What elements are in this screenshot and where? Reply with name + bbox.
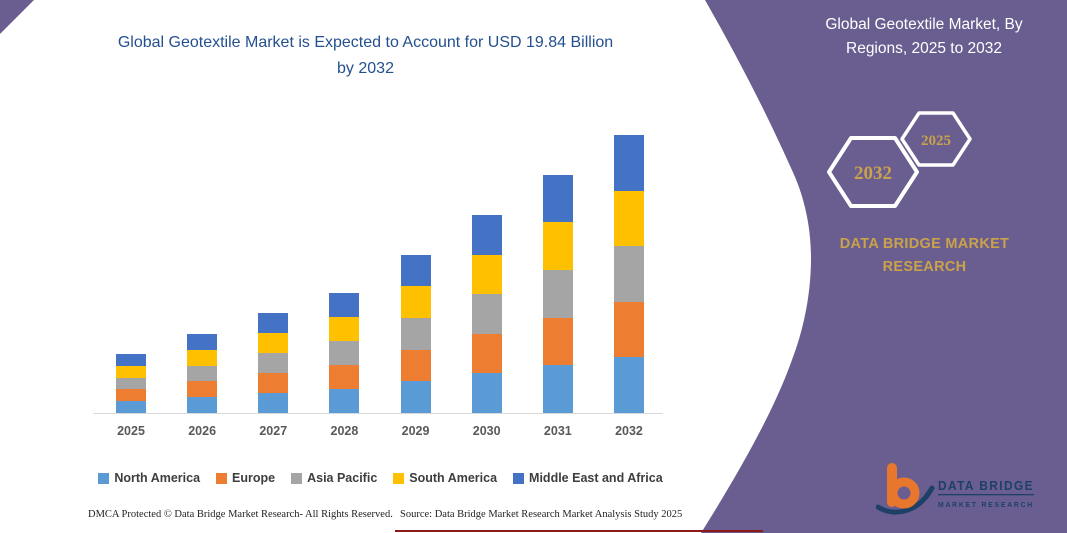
- bar-segment-middle-east-and-africa-2030: [471, 215, 502, 255]
- legend-item-asia-pacific: Asia Pacific: [291, 471, 377, 485]
- hexagon-2025-outline: [900, 111, 972, 167]
- bar-segment-middle-east-and-africa-2032: [613, 134, 644, 191]
- chart-title: Global Geotextile Market is Expected to …: [117, 34, 614, 77]
- bar-segment-europe-2028: [329, 365, 360, 390]
- brand-line-1: DATA BRIDGE MARKET: [839, 236, 1010, 252]
- x-tick-2025: 2025: [117, 424, 145, 438]
- legend-item-europe: Europe: [216, 471, 275, 485]
- bar-segment-north-america-2025: [116, 401, 146, 413]
- legend-label: South America: [409, 471, 498, 485]
- legend-swatch: [291, 472, 303, 484]
- purple-shape: [701, 0, 1067, 533]
- logo-b-bowl: [888, 477, 920, 509]
- bar-segment-north-america-2032: [613, 357, 644, 413]
- bar-segment-asia-pacific-2026: [187, 365, 218, 382]
- x-tick-2028: 2028: [330, 424, 359, 438]
- bar-segment-south-america-2025: [116, 365, 146, 378]
- bar-segment-middle-east-and-africa-2025: [116, 354, 146, 366]
- chart-legend: North America Europe Asia Pacific South Ame…: [63, 471, 698, 485]
- bar-segment-asia-pacific-2028: [329, 341, 360, 366]
- bar-segment-europe-2025: [116, 389, 146, 402]
- legend-item-north-america: North America: [98, 471, 200, 485]
- bar-segment-europe-2032: [613, 301, 644, 358]
- hexagon-2032-outline: [827, 136, 919, 208]
- source-notice: Source: Data Bridge Market Research Mark…: [400, 509, 683, 520]
- logo-swoosh: [876, 485, 935, 515]
- bar-segment-north-america-2026: [187, 397, 218, 413]
- bar-segment-south-america-2031: [542, 222, 573, 271]
- corner-triangle: [0, 0, 34, 34]
- bar-segment-europe-2029: [400, 349, 431, 382]
- bar-segment-south-america-2027: [258, 332, 289, 353]
- legend-swatch: [98, 472, 110, 484]
- logo-text-market-research: MARKET RESEARCH: [938, 500, 1034, 509]
- bar-segment-asia-pacific-2027: [258, 352, 289, 373]
- bar-segment-middle-east-and-africa-2031: [542, 174, 573, 223]
- x-tick-2026: 2026: [188, 424, 217, 438]
- bar-segment-south-america-2028: [329, 317, 360, 342]
- legend-item-south-america: South America: [393, 471, 497, 485]
- bar-segment-north-america-2027: [258, 392, 289, 413]
- x-tick-2027: 2027: [259, 424, 288, 438]
- bar-segment-europe-2031: [542, 317, 573, 366]
- brand-line-2: RESEARCH: [882, 259, 967, 275]
- x-tick-2029: 2029: [401, 424, 430, 438]
- hexagon-graphic: 2032 2025: [827, 111, 972, 208]
- bar-segment-south-america-2030: [471, 254, 502, 295]
- dmca-notice: DMCA Protected © Data Bridge Market Rese…: [88, 509, 393, 520]
- bar-segment-europe-2027: [258, 372, 289, 393]
- bar-segment-north-america-2028: [329, 389, 360, 413]
- x-tick-2030: 2030: [472, 424, 501, 438]
- hexagon-2032-label: 2032: [854, 163, 892, 184]
- legend-swatch: [216, 472, 228, 484]
- bottom-accent-line: [395, 530, 763, 532]
- legend-label: Asia Pacific: [307, 471, 378, 485]
- x-tick-2032: 2032: [615, 424, 643, 438]
- hexagon-2025-label: 2025: [921, 133, 951, 149]
- logo-text-data-bridge: DATA BRIDGE: [938, 479, 1034, 493]
- panel-title: Global Geotextile Market, By Regions, 20…: [825, 16, 1023, 57]
- bar-segment-middle-east-and-africa-2026: [187, 333, 218, 350]
- legend-label: Middle East and Africa: [529, 471, 663, 485]
- bar-segment-middle-east-and-africa-2029: [400, 254, 431, 287]
- bar-segment-asia-pacific-2031: [542, 270, 573, 318]
- bar-segment-europe-2030: [471, 333, 502, 374]
- bar-segment-middle-east-and-africa-2028: [329, 293, 360, 318]
- bar-segment-asia-pacific-2030: [471, 294, 502, 334]
- legend-swatch: [393, 472, 405, 484]
- bar-segment-south-america-2029: [400, 286, 431, 318]
- legend-item-middle-east-and-africa: Middle East and Africa: [513, 471, 663, 485]
- bar-segment-asia-pacific-2032: [613, 246, 644, 302]
- bar-segment-north-america-2030: [471, 373, 502, 413]
- brand-wordmark: DATA BRIDGE MARKET RESEARCH: [822, 233, 1027, 279]
- bar-segment-asia-pacific-2025: [116, 377, 146, 390]
- bar-segment-europe-2026: [187, 381, 218, 398]
- legend-label: Europe: [232, 471, 276, 485]
- bar-segment-south-america-2032: [613, 190, 644, 247]
- bar-segment-north-america-2031: [542, 365, 573, 413]
- bar-segment-asia-pacific-2029: [400, 318, 431, 350]
- bar-segment-north-america-2029: [400, 381, 431, 413]
- logo-underline: [938, 494, 1034, 496]
- bar-segment-south-america-2026: [187, 349, 218, 366]
- x-tick-2031: 2031: [543, 424, 572, 438]
- legend-swatch: [513, 472, 525, 484]
- x-axis-line: [93, 413, 663, 414]
- bar-segment-middle-east-and-africa-2027: [258, 312, 289, 333]
- dbmr-logo: DATA BRIDGE MARKET RESEARCH: [876, 463, 1034, 515]
- legend-label: North America: [114, 471, 201, 485]
